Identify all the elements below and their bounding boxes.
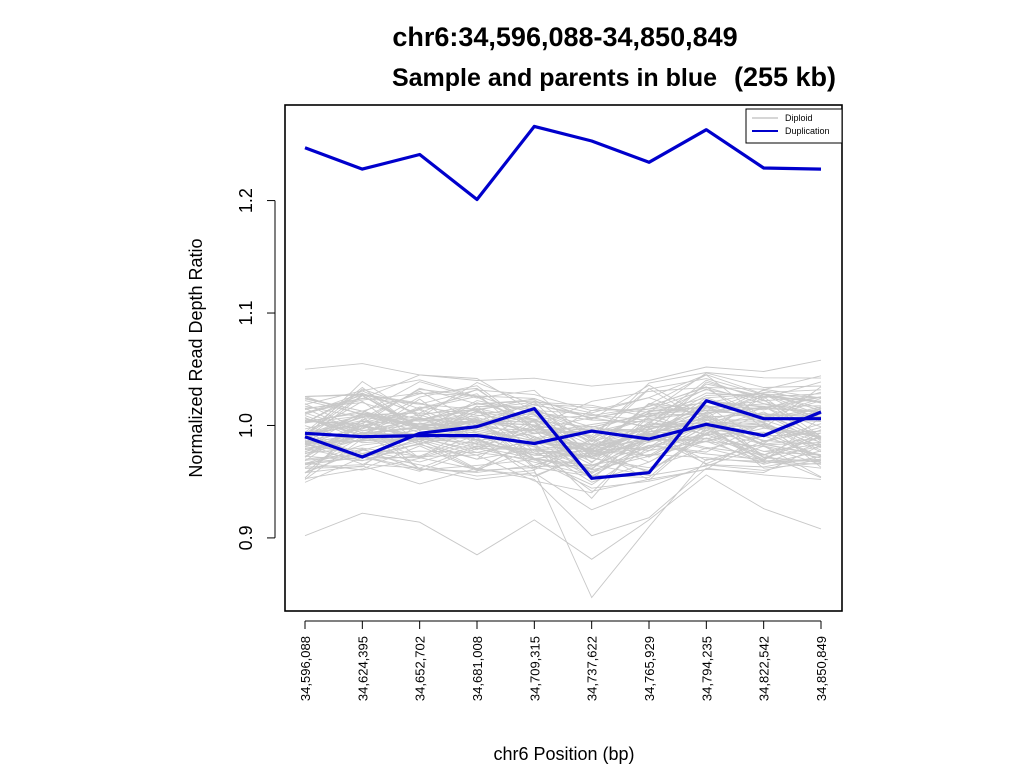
- x-tick-label: 34,624,395: [355, 636, 370, 701]
- y-tick-label: 0.9: [236, 525, 256, 550]
- diploid-line: [304, 453, 822, 599]
- y-tick-label: 1.0: [236, 413, 256, 438]
- legend-label-duplication: Duplication: [785, 126, 830, 136]
- x-tick-label: 34,681,008: [470, 636, 485, 701]
- chart-subtitle-main: Sample and parents in blue: [392, 64, 717, 92]
- diploid-line: [304, 474, 822, 560]
- plot-frame: [284, 104, 843, 612]
- diploid-line: [304, 359, 822, 387]
- x-axis-label: chr6 Position (bp): [493, 744, 634, 764]
- diploid-line: [304, 379, 822, 458]
- x-tick-label: 34,737,622: [585, 636, 600, 701]
- sample-lines: [304, 124, 822, 480]
- diploid-line: [304, 389, 822, 443]
- diploid-line: [304, 435, 822, 480]
- diploid-line: [304, 386, 822, 428]
- diploid-line: [304, 404, 822, 470]
- y-axis-label: Normalized Read Depth Ratio: [186, 238, 206, 477]
- x-tick-label: 34,822,542: [757, 636, 772, 701]
- legend-box: [745, 108, 843, 144]
- diploid-line: [304, 397, 822, 469]
- diploid-line: [304, 400, 822, 445]
- series-line: [304, 410, 822, 446]
- diploid-line: [304, 423, 822, 477]
- chart-subtitle-suffix: (255 kb): [734, 62, 836, 92]
- legend-label-diploid: Diploid: [785, 113, 813, 123]
- diploid-line: [304, 378, 822, 442]
- diploid-line: [304, 427, 822, 474]
- x-tick-label: 34,794,235: [699, 636, 714, 701]
- diploid-line: [304, 403, 822, 454]
- x-tick-label: 34,596,088: [298, 636, 313, 701]
- legend: Diploid Duplication: [745, 108, 843, 144]
- diploid-line: [304, 465, 822, 537]
- diploid-line: [304, 385, 822, 454]
- y-axis: 0.9 1.0 1.1 1.2: [236, 188, 276, 550]
- chart-title: chr6:34,596,088-34,850,849: [392, 22, 737, 52]
- diploid-line: [304, 432, 822, 499]
- diploid-line: [304, 374, 822, 416]
- diploid-line: [304, 433, 822, 471]
- diploid-background-lines: [304, 359, 822, 599]
- x-tick-label: 34,850,849: [814, 636, 829, 701]
- series-line: [304, 399, 821, 480]
- x-tick-label: 34,765,929: [642, 636, 657, 701]
- x-tick-label: 34,652,702: [413, 636, 428, 701]
- chart-subtitle: Sample and parents in blue (255 kb): [392, 62, 836, 92]
- diploid-line: [304, 386, 822, 443]
- diploid-line: [304, 426, 822, 481]
- diploid-line: [304, 392, 822, 440]
- x-tick-label: 34,709,315: [527, 636, 542, 701]
- series-line: [304, 124, 822, 202]
- x-axis: 34,596,088 34,624,395 34,652,702 34,681,008…: [298, 620, 829, 701]
- y-tick-label: 1.2: [236, 188, 256, 213]
- diploid-line: [304, 456, 822, 511]
- y-tick-label: 1.1: [236, 300, 256, 325]
